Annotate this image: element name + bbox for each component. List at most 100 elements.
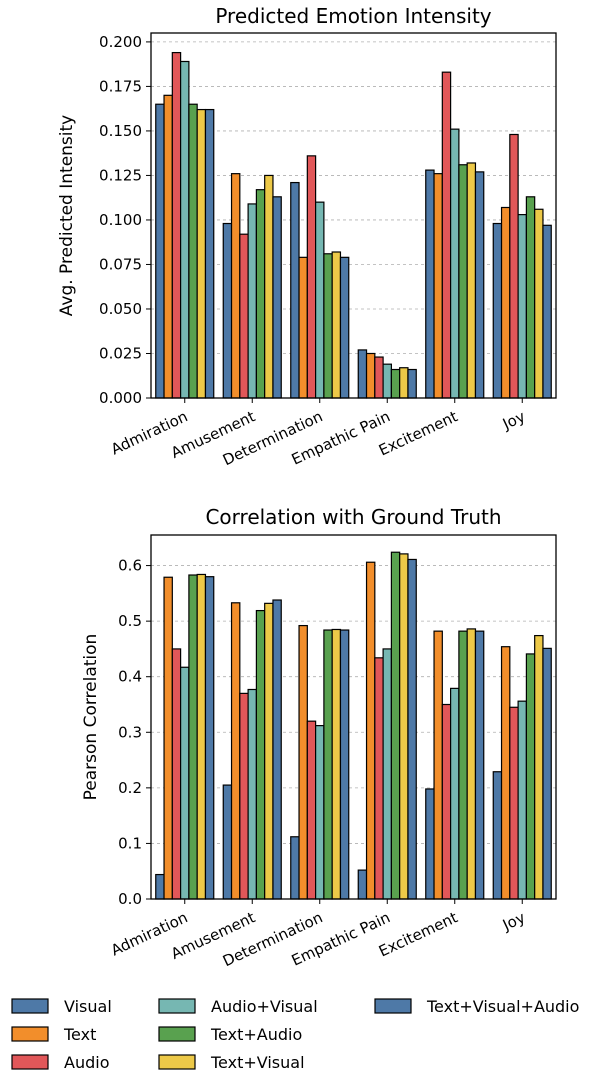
legend-label: Visual — [64, 997, 112, 1016]
y-tick-label: 0.025 — [99, 344, 142, 362]
bar-audio-amusement — [239, 692, 249, 900]
y-tick-label: 0.000 — [99, 389, 142, 407]
bar-text-audio-joy — [525, 196, 536, 399]
bar-text-visual-audio-joy — [542, 647, 552, 900]
bar-audio-visual-joy — [517, 700, 527, 900]
y-tick-label: 0.3 — [118, 723, 142, 741]
bar-text-visual-audio-amusement — [272, 196, 282, 399]
bar-audio-visual-empathic-pain — [382, 363, 392, 399]
bar-text-visual-audio-excitement — [474, 171, 485, 399]
bar-audio-admiration — [171, 648, 182, 900]
y-axis-label: Pearson Correlation — [81, 634, 101, 801]
bar-text-visual-excitement — [466, 162, 477, 399]
y-tick-label: 0.200 — [99, 33, 142, 51]
bar-audio-amusement — [239, 233, 249, 399]
legend-label: Audio — [64, 1053, 109, 1072]
bar-visual-excitement — [425, 788, 435, 900]
bar-visual-determination — [290, 836, 300, 900]
bar-text-audio-empathic-pain — [390, 368, 401, 399]
y-tick-label: 0.4 — [118, 668, 142, 686]
bar-audio-joy — [509, 706, 519, 900]
bar-audio-visual-excitement — [450, 128, 460, 399]
bar-text-visual-audio-joy — [542, 224, 552, 399]
y-tick-label: 0.050 — [99, 300, 142, 318]
bar-visual-determination — [290, 181, 300, 399]
bar-text-determination — [298, 624, 308, 900]
bar-text-audio-excitement — [458, 164, 468, 399]
bar-text-visual-amusement — [264, 602, 274, 900]
bar-visual-empathic-pain — [357, 869, 368, 900]
bar-audio-joy — [509, 133, 519, 399]
y-tick-label: 0.2 — [118, 779, 142, 797]
bar-audio-visual-empathic-pain — [382, 648, 392, 900]
y-axis-label: Avg. Predicted Intensity — [57, 115, 77, 317]
bar-text-visual-excitement — [466, 628, 477, 900]
bar-text-visual-audio-empathic-pain — [407, 368, 417, 399]
bar-text-visual-joy — [534, 208, 544, 399]
bar-audio-visual-amusement — [247, 688, 257, 900]
bar-audio-visual-excitement — [450, 687, 460, 900]
bar-text-audio-determination — [323, 253, 333, 399]
bar-visual-admiration — [155, 103, 165, 399]
x-tick-label: Joy — [499, 407, 528, 433]
bar-audio-visual-admiration — [180, 60, 190, 399]
bar-text-joy — [500, 206, 511, 399]
y-tick-label: 0.175 — [99, 77, 142, 95]
bar-visual-joy — [492, 222, 503, 399]
legend: Visual Text Audio Audio+Visual Text+Audio Tex… — [11, 997, 579, 1072]
bar-text-visual-determination — [331, 251, 342, 399]
legend-label: Text+Visual+Audio — [426, 997, 579, 1016]
bar-text-visual-empathic-pain — [399, 553, 409, 900]
legend-swatch — [158, 1054, 196, 1070]
bar-text-empathic-pain — [365, 352, 376, 399]
bar-text-visual-joy — [534, 634, 544, 900]
x-tick-label: Joy — [499, 908, 528, 934]
bar-audio-visual-determination — [315, 725, 325, 900]
bar-audio-visual-joy — [517, 214, 527, 399]
bar-audio-visual-amusement — [247, 203, 257, 399]
bar-text-visual-admiration — [196, 573, 207, 900]
bar-audio-excitement — [441, 71, 452, 399]
chart-title: Correlation with Ground Truth — [205, 505, 501, 529]
bar-text-empathic-pain — [365, 561, 376, 900]
bar-text-visual-audio-determination — [339, 629, 350, 900]
bar-text-visual-audio-admiration — [204, 576, 215, 900]
bar-text-visual-empathic-pain — [399, 367, 409, 399]
bar-text-audio-excitement — [458, 630, 468, 900]
bar-text-visual-audio-amusement — [272, 599, 282, 900]
bar-audio-determination — [306, 720, 317, 900]
bar-visual-admiration — [155, 873, 165, 900]
y-tick-label: 0.100 — [99, 211, 142, 229]
bar-text-visual-admiration — [196, 108, 207, 399]
bar-visual-amusement — [222, 222, 233, 399]
bar-visual-joy — [492, 771, 503, 900]
bar-text-amusement — [230, 173, 241, 399]
legend-swatch — [158, 998, 196, 1014]
y-tick-label: 0.125 — [99, 166, 142, 184]
bar-text-visual-amusement — [264, 174, 274, 399]
bar-text-determination — [298, 256, 308, 399]
bar-text-amusement — [230, 602, 241, 900]
bar-visual-excitement — [425, 169, 435, 399]
legend-swatch — [11, 1026, 49, 1042]
y-tick-label: 0.1 — [118, 834, 142, 852]
bar-visual-empathic-pain — [357, 349, 368, 399]
chart-panel-1: 0.000 0.025 0.050 0.075 0.100 0.125 0.150 0.175… — [57, 4, 557, 469]
bar-text-admiration — [163, 94, 173, 399]
legend-swatch — [374, 998, 412, 1014]
bar-text-excitement — [433, 630, 443, 900]
bar-audio-empathic-pain — [374, 356, 384, 399]
bar-text-admiration — [163, 576, 173, 900]
bar-text-visual-determination — [331, 628, 342, 900]
bar-text-audio-admiration — [188, 574, 198, 900]
bar-audio-empathic-pain — [374, 657, 384, 900]
bar-audio-determination — [306, 155, 317, 399]
bar-text-audio-admiration — [188, 103, 198, 399]
legend-label: Text — [63, 1025, 96, 1044]
plot-frame — [150, 534, 557, 900]
bar-text-excitement — [433, 173, 443, 399]
bar-text-audio-determination — [323, 629, 333, 900]
bar-text-audio-joy — [525, 653, 536, 900]
